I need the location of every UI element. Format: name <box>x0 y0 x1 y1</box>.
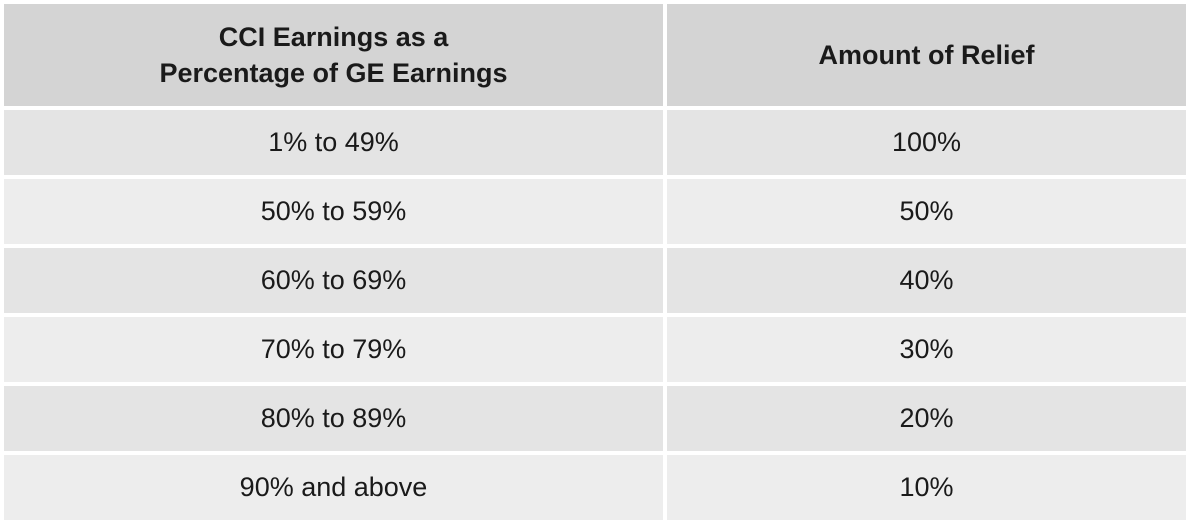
cell-range: 70% to 79% <box>4 317 663 382</box>
cell-relief: 40% <box>667 248 1186 313</box>
cell-range: 60% to 69% <box>4 248 663 313</box>
cell-relief: 100% <box>667 110 1186 175</box>
cell-relief: 50% <box>667 179 1186 244</box>
cell-range: 90% and above <box>4 455 663 520</box>
header-cci-percentage: CCI Earnings as a Percentage of GE Earni… <box>4 4 663 106</box>
header-amount-of-relief: Amount of Relief <box>667 4 1186 106</box>
cell-range: 50% to 59% <box>4 179 663 244</box>
cell-relief: 10% <box>667 455 1186 520</box>
table-row: 50% to 59% 50% <box>4 179 1186 244</box>
header-cci-line1: CCI Earnings as a <box>218 21 449 52</box>
header-cci-line2: Percentage of GE Earnings <box>159 58 508 88</box>
cell-range: 80% to 89% <box>4 386 663 451</box>
table-row: 80% to 89% 20% <box>4 386 1186 451</box>
table-row: 60% to 69% 40% <box>4 248 1186 313</box>
table-header-row: CCI Earnings as a Percentage of GE Earni… <box>4 4 1186 106</box>
cell-relief: 30% <box>667 317 1186 382</box>
cell-relief: 20% <box>667 386 1186 451</box>
table-row: 70% to 79% 30% <box>4 317 1186 382</box>
table-row: 1% to 49% 100% <box>4 110 1186 175</box>
table-row: 90% and above 10% <box>4 455 1186 520</box>
cell-range: 1% to 49% <box>4 110 663 175</box>
